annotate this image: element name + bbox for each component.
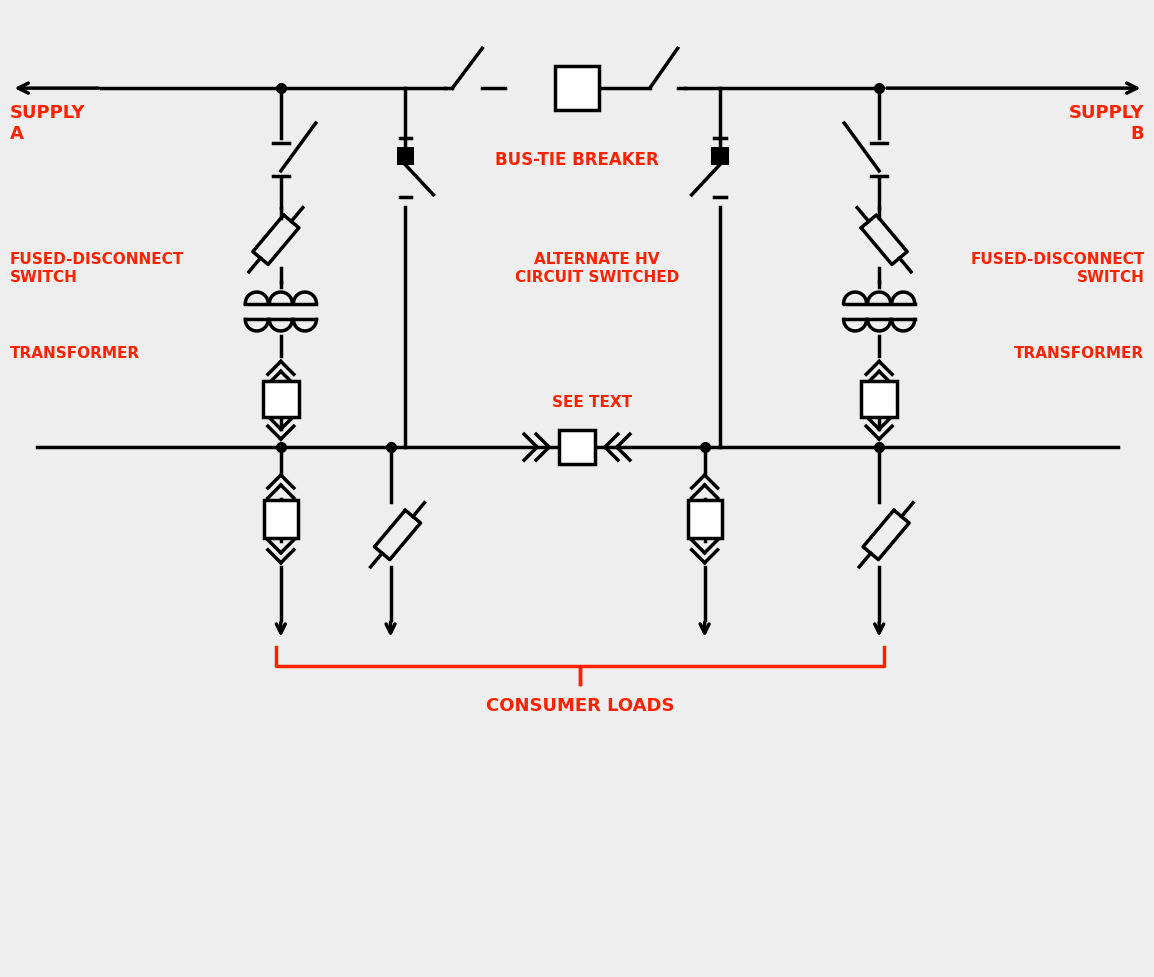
Text: SUPPLY
A: SUPPLY A — [9, 104, 85, 143]
Text: CONSUMER LOADS: CONSUMER LOADS — [486, 697, 674, 714]
Text: BUS-TIE BREAKER: BUS-TIE BREAKER — [495, 150, 659, 169]
Text: FUSED-DISCONNECT
SWITCH: FUSED-DISCONNECT SWITCH — [971, 252, 1145, 284]
Text: FUSED-DISCONNECT
SWITCH: FUSED-DISCONNECT SWITCH — [9, 252, 183, 284]
Text: TRANSFORMER: TRANSFORMER — [9, 346, 140, 361]
Text: ALTERNATE HV
CIRCUIT SWITCHED: ALTERNATE HV CIRCUIT SWITCHED — [515, 252, 679, 284]
Bar — [688, 500, 721, 538]
Bar — [711, 148, 728, 166]
Bar — [397, 148, 414, 166]
Bar — [559, 431, 595, 465]
Bar — [861, 382, 897, 418]
Text: TRANSFORMER: TRANSFORMER — [1014, 346, 1145, 361]
Bar — [555, 67, 599, 111]
Bar — [263, 382, 299, 418]
Bar — [264, 500, 298, 538]
Text: SEE TEXT: SEE TEXT — [552, 395, 632, 409]
Text: SUPPLY
B: SUPPLY B — [1069, 104, 1145, 143]
